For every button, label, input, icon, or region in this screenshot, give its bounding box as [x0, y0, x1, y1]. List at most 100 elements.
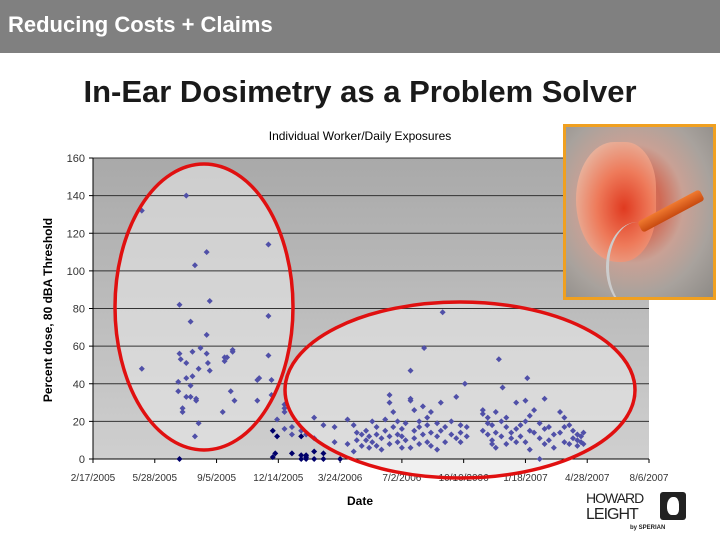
data-point	[303, 456, 310, 462]
data-point	[498, 418, 505, 425]
data-point	[350, 422, 357, 429]
data-point	[191, 433, 198, 440]
data-point	[479, 427, 486, 434]
data-point	[402, 420, 409, 427]
data-point	[453, 435, 460, 442]
data-point	[407, 444, 414, 451]
data-point	[382, 427, 389, 434]
data-point	[492, 408, 499, 415]
data-point	[176, 350, 183, 357]
data-point	[411, 427, 418, 434]
data-point	[311, 448, 318, 455]
data-point	[424, 439, 431, 446]
data-point	[517, 422, 524, 429]
logo-sub: by SPERIAN	[630, 525, 666, 531]
data-point	[448, 431, 455, 438]
data-point	[437, 427, 444, 434]
data-point	[189, 373, 196, 380]
data-point	[508, 429, 515, 436]
cable-image	[606, 222, 669, 297]
y-tick-label: 40	[73, 379, 85, 391]
data-point	[288, 450, 295, 457]
data-point	[254, 397, 261, 404]
data-point	[203, 249, 210, 256]
data-point	[373, 424, 380, 431]
data-point	[561, 424, 568, 431]
data-point	[453, 393, 460, 400]
data-point	[187, 318, 194, 325]
data-point	[550, 431, 557, 438]
data-point	[495, 356, 502, 363]
data-point	[398, 433, 405, 440]
data-point	[183, 375, 190, 382]
data-point	[344, 416, 351, 423]
data-point	[570, 427, 577, 434]
data-point	[224, 354, 231, 361]
data-point	[298, 433, 305, 440]
data-point	[386, 433, 393, 440]
data-point	[484, 431, 491, 438]
header-bar: Reducing Costs + Claims	[0, 0, 720, 53]
data-point	[411, 435, 418, 442]
header-title: Reducing Costs + Claims	[8, 12, 273, 37]
data-point	[457, 429, 464, 436]
data-point	[398, 425, 405, 432]
data-point	[337, 456, 344, 462]
data-point	[344, 440, 351, 447]
data-point	[177, 356, 184, 363]
y-tick-label: 60	[73, 341, 85, 353]
data-point	[390, 424, 397, 431]
data-point	[175, 388, 182, 395]
data-point	[524, 375, 531, 382]
x-tick-label: 5/28/2005	[133, 473, 178, 484]
data-point	[492, 444, 499, 451]
y-axis-label: Percent dose, 80 dBA Threshold	[41, 218, 55, 402]
x-tick-label: 3/24/2006	[318, 473, 363, 484]
data-point	[484, 414, 491, 421]
data-point	[193, 395, 200, 402]
in-ear-dosimeter-photo	[563, 124, 716, 300]
data-point	[407, 397, 414, 404]
data-point	[320, 422, 327, 429]
data-point	[229, 348, 236, 355]
data-point	[427, 408, 434, 415]
x-tick-label: 9/5/2005	[197, 473, 236, 484]
y-tick-label: 100	[67, 266, 85, 278]
x-tick-label: 8/6/2007	[630, 473, 669, 484]
data-point	[434, 446, 441, 453]
data-point	[179, 405, 186, 412]
data-point	[416, 440, 423, 447]
y-tick-label: 120	[67, 228, 85, 240]
data-point	[513, 439, 520, 446]
data-point	[513, 399, 520, 406]
data-point	[427, 442, 434, 449]
data-point	[557, 408, 564, 415]
data-point	[402, 437, 409, 444]
data-point	[517, 433, 524, 440]
data-point	[427, 429, 434, 436]
data-point	[386, 392, 393, 399]
data-point	[536, 435, 543, 442]
data-point	[419, 431, 426, 438]
y-tick-label: 80	[73, 304, 85, 316]
x-tick-label: 2/17/2005	[71, 473, 116, 484]
data-point	[363, 437, 370, 444]
data-point	[503, 440, 510, 447]
data-point	[350, 448, 357, 455]
data-point	[191, 262, 198, 269]
y-tick-label: 20	[73, 416, 85, 428]
data-point	[463, 424, 470, 431]
data-point	[204, 360, 211, 367]
data-point	[411, 407, 418, 414]
data-point	[358, 431, 365, 438]
y-tick-label: 160	[67, 153, 85, 165]
data-point	[545, 424, 552, 431]
data-point	[363, 427, 370, 434]
data-point	[206, 297, 213, 304]
data-point	[281, 405, 288, 412]
data-point	[320, 456, 327, 462]
data-point	[434, 420, 441, 427]
data-point	[373, 442, 380, 449]
data-point	[231, 397, 238, 404]
